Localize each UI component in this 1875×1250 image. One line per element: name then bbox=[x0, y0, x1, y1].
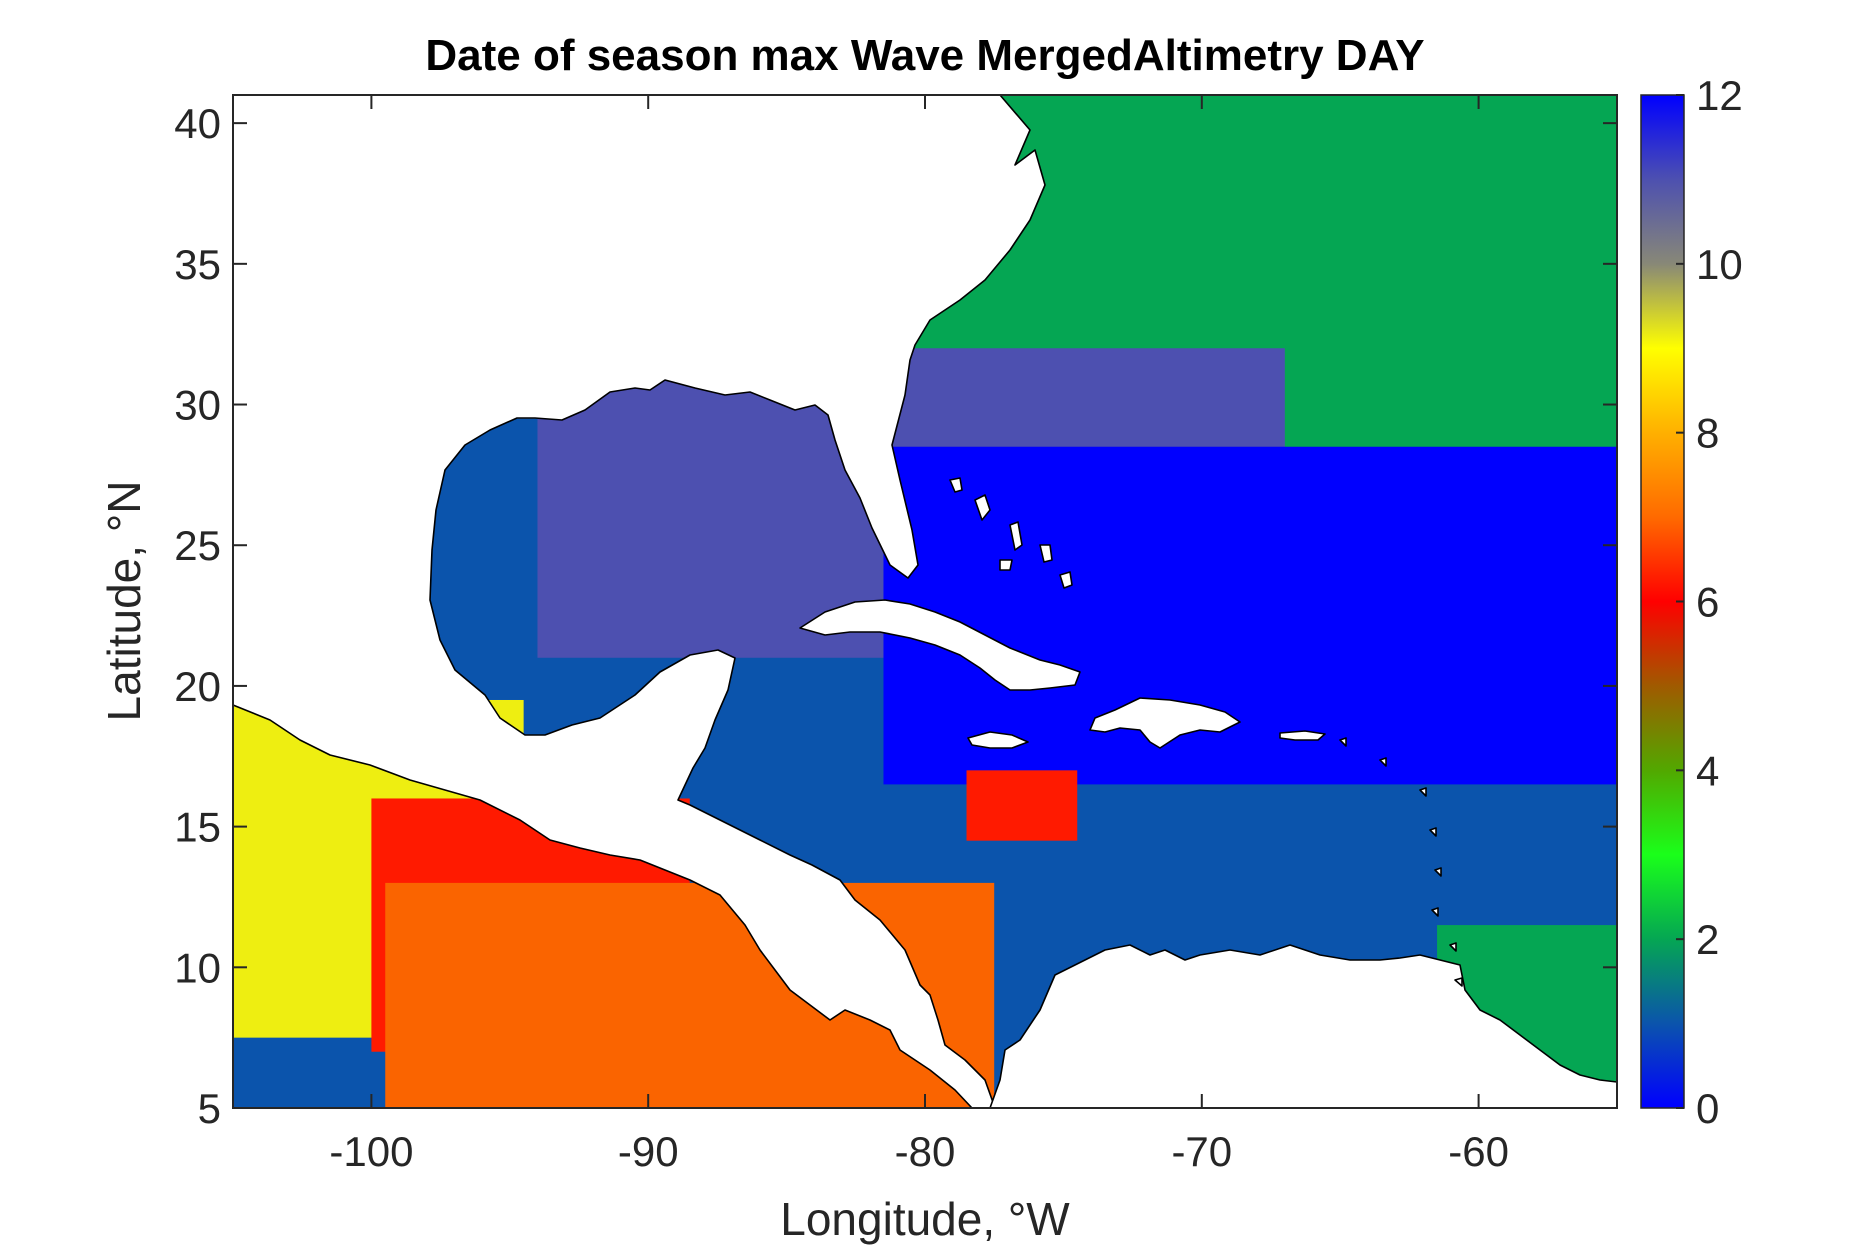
y-tick-label: 30 bbox=[174, 382, 221, 429]
y-tick-label: 35 bbox=[174, 241, 221, 288]
landmasses bbox=[233, 95, 1617, 1108]
x-tick-label: -70 bbox=[1171, 1128, 1232, 1175]
x-tick-label: -80 bbox=[895, 1128, 956, 1175]
land-jamaica bbox=[967, 731, 1029, 749]
plot-area bbox=[233, 95, 1617, 1108]
chart-title: Date of season max Wave MergedAltimetry … bbox=[425, 31, 1424, 80]
y-tick-label: 15 bbox=[174, 804, 221, 851]
y-axis-label: Latitude, °N bbox=[98, 481, 150, 722]
x-tick-label: -60 bbox=[1448, 1128, 1509, 1175]
colorbar-tick-label: 2 bbox=[1696, 916, 1719, 963]
colorbar-tick-label: 8 bbox=[1696, 410, 1719, 457]
y-tick-label: 10 bbox=[174, 944, 221, 991]
y-tick-label: 40 bbox=[174, 100, 221, 147]
land-puerto-rico bbox=[1279, 730, 1326, 741]
y-tick-label: 5 bbox=[198, 1085, 221, 1132]
land-bahamas bbox=[949, 477, 1073, 589]
x-axis-label: Longitude, °W bbox=[780, 1193, 1070, 1245]
land-south-america bbox=[989, 944, 1617, 1108]
y-tick-label: 25 bbox=[174, 522, 221, 569]
x-tick-label: -90 bbox=[618, 1128, 679, 1175]
land-cuba bbox=[799, 599, 1081, 691]
land-lesser-antilles bbox=[1339, 737, 1463, 987]
y-axis-ticks: 5 10 15 20 25 30 35 40 bbox=[174, 100, 1617, 1132]
colorbar-ticks: 0 2 4 6 8 10 12 bbox=[1676, 72, 1743, 1132]
x-axis-ticks: -100 -90 -80 -70 -60 bbox=[329, 95, 1509, 1175]
y-tick-label: 20 bbox=[174, 663, 221, 710]
colorbar-tick-label: 0 bbox=[1696, 1085, 1719, 1132]
land-hispaniola bbox=[1089, 697, 1241, 749]
field-region-7 bbox=[966, 770, 1078, 841]
colorbar-tick-label: 10 bbox=[1696, 241, 1743, 288]
land-north-america bbox=[233, 95, 1046, 1108]
colorbar-tick-label: 12 bbox=[1696, 72, 1743, 119]
colorbar-tick-label: 6 bbox=[1696, 579, 1719, 626]
x-tick-label: -100 bbox=[329, 1128, 413, 1175]
colorbar-tick-label: 4 bbox=[1696, 747, 1719, 794]
field-region-3 bbox=[883, 446, 1617, 785]
